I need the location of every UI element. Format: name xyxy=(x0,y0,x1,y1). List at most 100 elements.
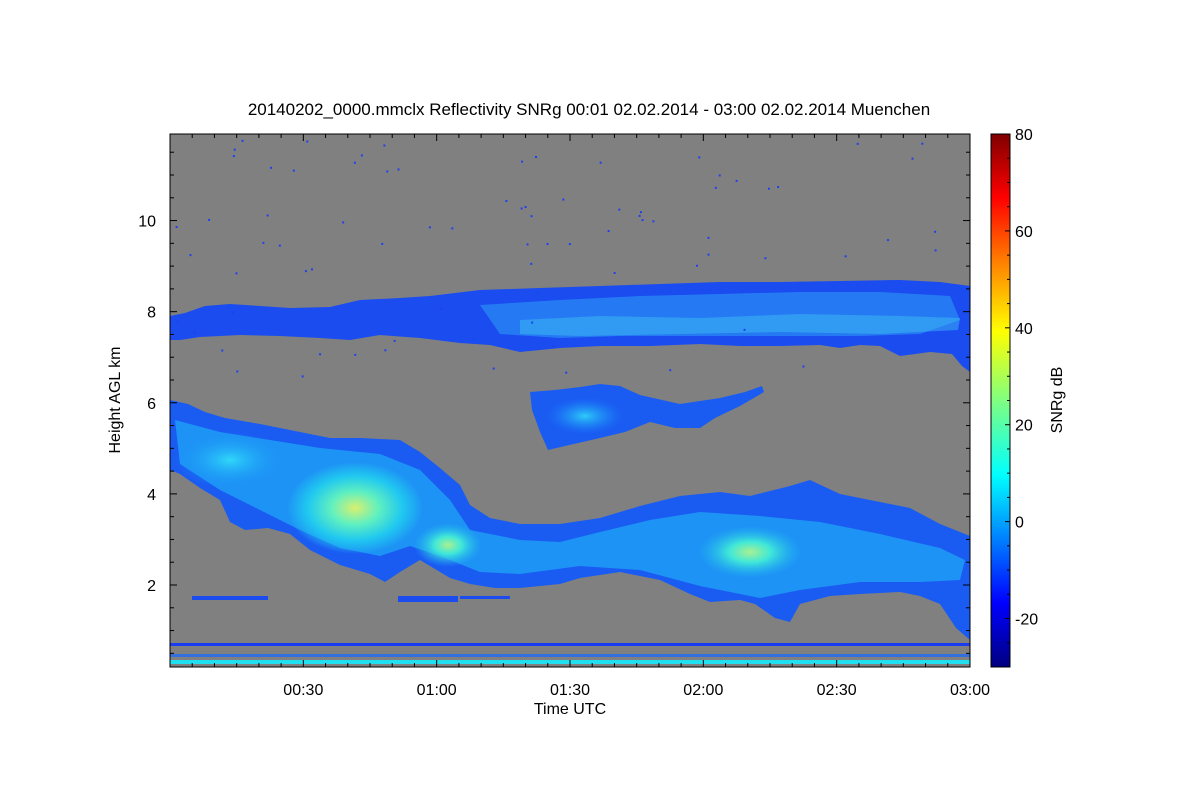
lower-cloud-core-2 xyxy=(414,523,482,567)
low-echo-fragment xyxy=(192,596,268,600)
noise-speckle xyxy=(310,268,313,271)
noise-speckle xyxy=(639,211,642,214)
noise-speckle xyxy=(802,365,805,368)
noise-speckle xyxy=(707,253,710,256)
noise-speckle xyxy=(568,243,571,246)
noise-speckle xyxy=(856,142,859,145)
noise-speckle xyxy=(641,219,644,222)
noise-speckle xyxy=(777,186,780,189)
clutter-band-middle xyxy=(170,654,970,657)
x-tick-label: 01:30 xyxy=(550,682,590,699)
noise-speckle xyxy=(354,353,357,356)
y-tick-label: 4 xyxy=(147,487,156,504)
colorbar-tick-label: 20 xyxy=(1015,418,1033,435)
noise-speckle xyxy=(535,156,538,159)
noise-speckle xyxy=(176,320,179,323)
x-tick-label: 02:30 xyxy=(817,682,857,699)
x-tick-label: 02:00 xyxy=(683,682,723,699)
x-axis-label: Time UTC xyxy=(534,701,606,718)
colorbar-tick-label: 0 xyxy=(1015,515,1024,532)
noise-speckle xyxy=(707,236,710,239)
noise-speckle xyxy=(764,257,767,260)
noise-speckle xyxy=(934,249,937,252)
noise-speckle xyxy=(383,144,386,147)
y-tick-label: 2 xyxy=(147,578,156,595)
noise-speckle xyxy=(266,214,269,217)
noise-speckle xyxy=(844,255,847,258)
noise-speckle xyxy=(306,140,309,143)
noise-speckle xyxy=(911,157,914,160)
noise-speckle xyxy=(428,226,431,229)
noise-speckle xyxy=(887,239,890,242)
clutter-band-upper xyxy=(170,643,970,646)
noise-speckle xyxy=(669,369,672,372)
y-tick-label: 6 xyxy=(147,396,156,413)
noise-speckle xyxy=(221,349,224,352)
noise-speckle xyxy=(175,226,178,229)
noise-speckle xyxy=(520,207,523,210)
noise-speckle xyxy=(743,328,746,331)
noise-speckle xyxy=(397,168,400,171)
y-axis-ticks: 2 4 6 8 10 xyxy=(138,151,970,654)
x-axis-ticks: 00:30 01:00 01:30 02:00 02:30 03:00 xyxy=(191,134,990,699)
noise-speckle xyxy=(360,154,363,157)
y-axis-label: Height AGL km xyxy=(107,346,124,453)
lower-cloud-core-1 xyxy=(287,462,423,554)
colorbar-tick-label: 80 xyxy=(1015,127,1033,144)
noise-speckle xyxy=(232,155,235,158)
noise-speckle xyxy=(530,262,533,265)
noise-speckle xyxy=(565,371,568,374)
colorbar-ticks: -20 0 20 40 60 80 xyxy=(1005,127,1038,644)
noise-speckle xyxy=(714,186,717,189)
colorbar-tick-label: 60 xyxy=(1015,224,1033,241)
noise-speckle xyxy=(524,206,527,209)
noise-speckle xyxy=(342,221,345,224)
noise-speckle xyxy=(231,311,234,314)
noise-speckle xyxy=(304,270,307,273)
noise-speckle xyxy=(934,230,937,233)
noise-speckle xyxy=(546,242,549,245)
y-tick-label: 10 xyxy=(138,214,156,231)
noise-speckle xyxy=(531,321,534,324)
noise-speckle xyxy=(767,187,770,190)
colorbar-tick-label: 40 xyxy=(1015,321,1033,338)
noise-speckle xyxy=(386,170,389,173)
noise-speckle xyxy=(698,156,701,159)
noise-speckle xyxy=(521,160,524,163)
noise-speckle xyxy=(652,220,655,223)
upper-layer-core xyxy=(480,292,960,338)
noise-speckle xyxy=(530,215,533,218)
noise-speckle xyxy=(562,198,565,201)
noise-speckle xyxy=(718,174,721,177)
noise-speckle xyxy=(607,230,610,233)
noise-speckle xyxy=(451,227,454,230)
noise-speckle xyxy=(526,243,529,246)
noise-speckle xyxy=(189,254,192,257)
noise-speckle xyxy=(319,353,322,356)
lower-cloud-glow xyxy=(175,432,285,488)
noise-speckle xyxy=(233,148,236,151)
noise-speckle xyxy=(235,272,238,275)
noise-speckle xyxy=(270,166,273,169)
noise-speckle xyxy=(241,139,244,142)
x-tick-label: 01:00 xyxy=(417,682,457,699)
upper-layer-base xyxy=(520,314,960,336)
noise-speckle xyxy=(921,142,924,145)
noise-speckle xyxy=(208,218,211,221)
chart-title: 20140202_0000.mmclx Reflectivity SNRg 00… xyxy=(248,100,930,119)
lower-cloud-core-3 xyxy=(698,526,802,578)
noise-speckle xyxy=(393,339,396,342)
noise-speckle xyxy=(353,161,356,164)
noise-speckle xyxy=(552,345,555,348)
x-tick-label: 03:00 xyxy=(950,682,990,699)
noise-speckle xyxy=(381,242,384,245)
noise-speckle xyxy=(492,367,495,370)
noise-speckle xyxy=(618,208,621,211)
noise-speckle xyxy=(613,271,616,274)
noise-speckle xyxy=(292,169,295,172)
noise-speckle xyxy=(262,241,265,244)
noise-speckle xyxy=(440,307,443,310)
noise-speckle xyxy=(599,161,602,164)
low-echo-fragment xyxy=(398,596,458,602)
